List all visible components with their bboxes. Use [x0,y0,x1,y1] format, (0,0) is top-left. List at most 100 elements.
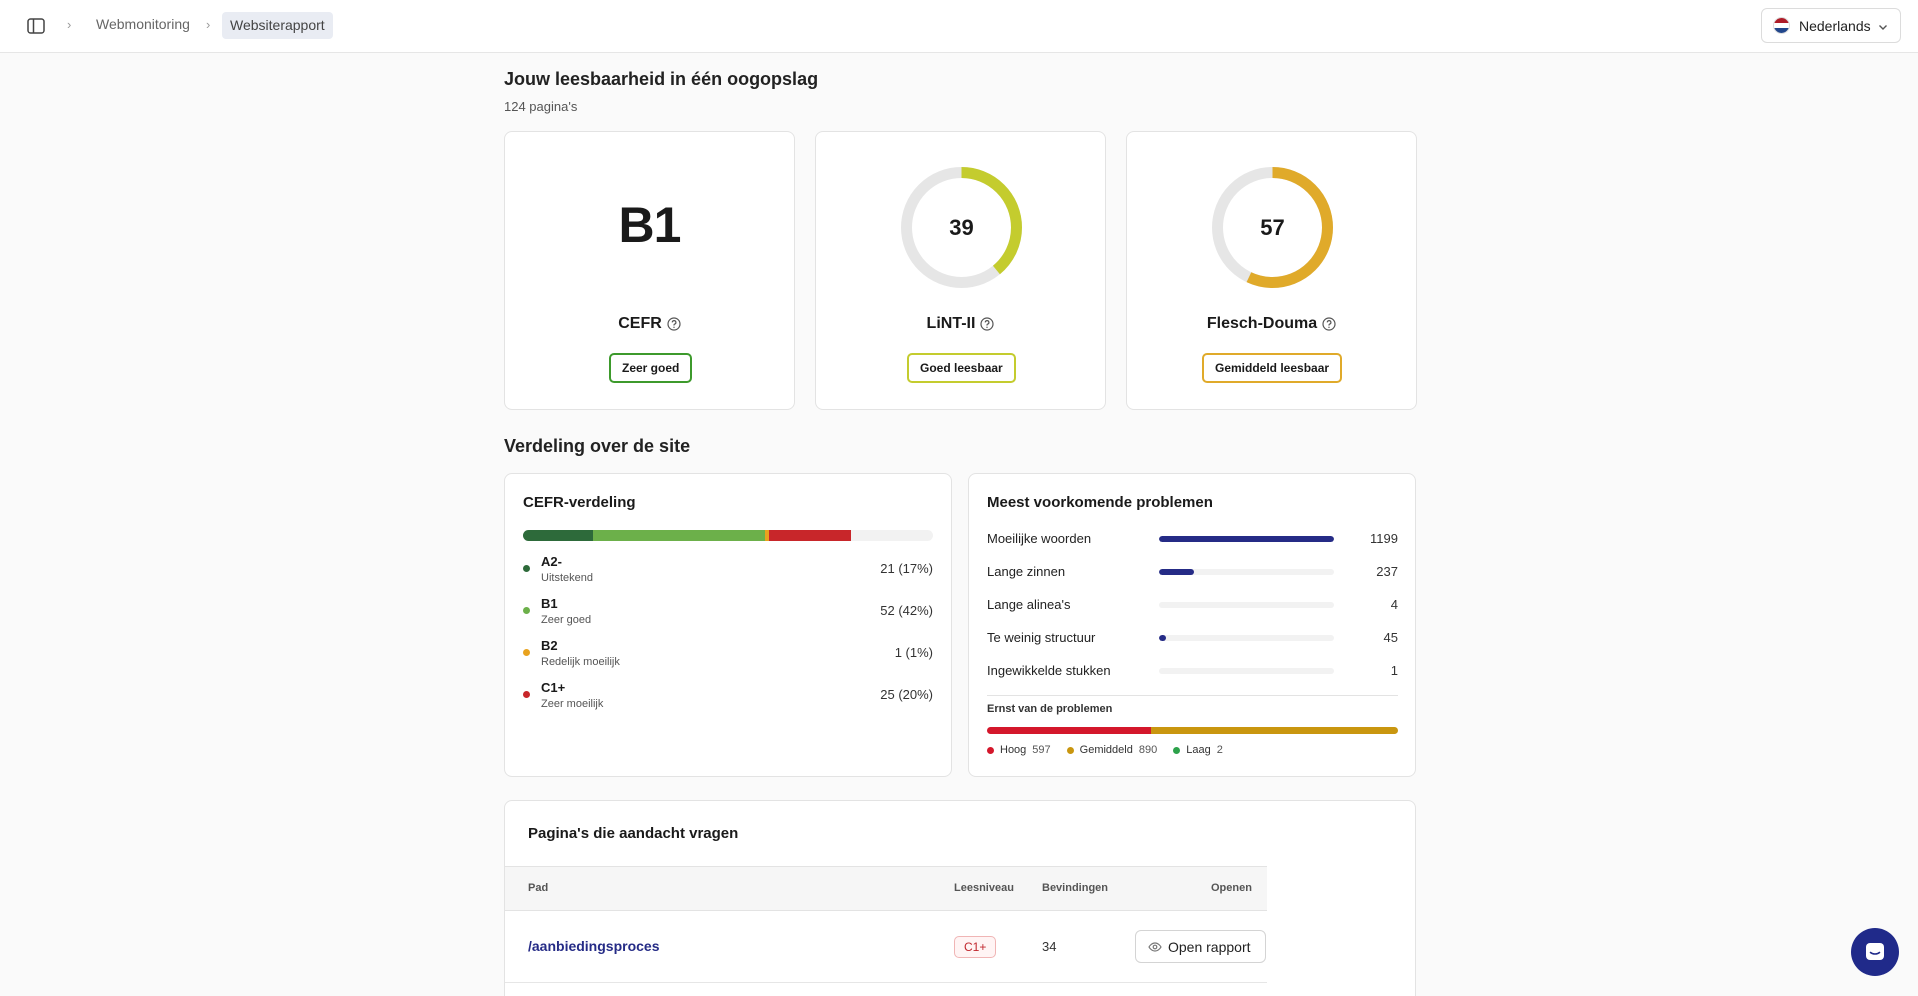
level-count: 21 (17%) [880,561,933,576]
problem-row: Ingewikkelde stukken 1 [987,661,1398,681]
severity-count: 890 [1138,744,1158,756]
column-header-level: Leesniveau [954,882,1014,894]
problem-bar [1159,635,1334,641]
level-description: Zeer moeilijk [541,698,604,710]
cefr-label: CEFR [505,315,794,333]
netherlands-flag-icon [1773,17,1790,34]
problems-title: Meest voorkomende problemen [987,494,1213,511]
severity-segment-medium [1151,727,1398,734]
table-row: /aanbiedingsproces C1+ 34 Open rapport [505,911,1267,983]
severity-legend: Hoog 597 Gemiddeld 890 Laag 2 [987,744,1223,756]
lint-label: LiNT-II [816,315,1105,333]
lint-score-card: 39 LiNT-II Goed leesbaar [815,131,1106,410]
cefr-level-row: C1+ Zeer moeilijk 25 (20%) [523,680,933,714]
problem-bar [1159,602,1334,608]
page-path-link[interactable]: /aanbiedingsproces [528,938,660,954]
problem-label: Lange alinea's [987,597,1071,612]
cefr-stacked-bar [523,530,933,541]
level-description: Uitstekend [541,572,593,584]
cefr-distribution-title: CEFR-verdeling [523,494,636,511]
chevron-right-icon: › [206,17,211,32]
flesch-name: Flesch-Douma [1206,315,1318,332]
distribution-title: Verdeling over de site [504,436,691,456]
chat-button[interactable] [1851,928,1899,976]
severity-label: Gemiddeld [1079,744,1133,756]
severity-dot [1066,746,1074,754]
column-header-path: Pad [528,882,549,894]
level-name: A2- [541,554,562,569]
language-label: Nederlands [1799,17,1871,34]
lint-donut [901,167,1022,288]
problem-count: 45 [1383,630,1398,645]
breadcrumb-webmonitoring[interactable]: Webmonitoring [96,16,190,32]
cefr-segment-b2 [764,530,769,541]
problem-label: Moeilijke woorden [987,531,1092,546]
severity-legend-item: Laag 2 [1173,744,1223,756]
lint-verdict-badge: Goed leesbaar [907,353,1016,383]
problem-bar [1159,569,1334,575]
severity-dot [1173,746,1181,754]
severity-count: 597 [1032,744,1051,756]
problem-count: 1 [1390,663,1398,678]
problem-label: Ingewikkelde stukken [987,663,1111,678]
flesch-label: Flesch-Douma [1127,315,1416,333]
open-report-label: Open rapport [1168,938,1251,955]
problem-bar [1159,668,1334,674]
severity-label: Laag [1186,744,1211,756]
severity-dot [987,746,994,754]
cefr-segment-a2 [523,530,593,541]
problem-label: Te weinig structuur [987,630,1096,645]
open-report-button[interactable]: Open rapport [1135,930,1266,963]
level-description: Redelijk moeilijk [541,656,620,668]
level-count: 52 (42%) [880,603,933,618]
problems-card: Meest voorkomende problemen Moeilijke wo… [968,473,1416,777]
eye-icon [1148,940,1162,954]
table-header: Pad Leesniveau Bevindingen Openen [505,866,1267,911]
problem-bar [1159,536,1334,542]
breadcrumb-websiterapport: Websiterapport [222,12,333,39]
divider [987,695,1398,696]
top-bar: › Webmonitoring › Websiterapport Nederla… [0,0,1918,53]
level-count: 1 (1%) [894,645,933,660]
reading-level-badge: C1+ [954,936,997,958]
severity-segment-high [987,727,1152,734]
lint-name: LiNT-II [926,315,976,332]
severity-bar [987,727,1398,734]
level-name: B1 [541,596,558,611]
page-count: 124 pagina's [504,99,578,114]
flesch-score-card: 57 Flesch-Douma Gemiddeld leesbaar [1126,131,1417,410]
severity-legend-item: Hoog 597 [987,744,1051,756]
attention-table-card: Pagina's die aandacht vragen Pad Leesniv… [504,800,1416,996]
flesch-donut [1212,167,1333,288]
column-header-open: Openen [1211,882,1252,894]
chevron-right-icon: › [67,17,72,32]
flesch-value: 57 [1260,215,1285,240]
level-dot [523,649,530,656]
sidebar-toggle-icon[interactable] [24,15,48,37]
help-icon[interactable] [667,317,681,331]
problem-bar-fill [1159,635,1166,641]
flesch-donut-arc [1212,167,1333,288]
help-icon[interactable] [980,317,995,331]
problem-row: Lange alinea's 4 [987,595,1398,615]
help-icon[interactable] [1322,317,1336,331]
severity-count: 2 [1216,744,1223,756]
lint-donut-arc [901,167,1022,288]
level-description: Zeer goed [541,614,592,626]
level-name: C1+ [541,680,566,695]
findings-count: 34 [1042,939,1057,954]
cefr-level-row: B1 Zeer goed 52 (42%) [523,596,933,630]
chat-icon [1864,941,1886,963]
level-name: B2 [541,638,558,653]
lint-value: 39 [949,215,974,240]
cefr-score-card: B1 CEFR Zeer goed [504,131,795,410]
cefr-level-row: B2 Redelijk moeilijk 1 (1%) [523,638,933,672]
language-select[interactable]: Nederlands [1761,8,1901,43]
chevron-down-icon [1877,20,1889,38]
problem-count: 237 [1376,564,1398,579]
problem-bar-fill [1159,569,1194,575]
cefr-name: CEFR [618,315,662,332]
cefr-segment-c1 [768,530,851,541]
level-dot [523,691,530,698]
attention-title: Pagina's die aandacht vragen [528,825,739,842]
